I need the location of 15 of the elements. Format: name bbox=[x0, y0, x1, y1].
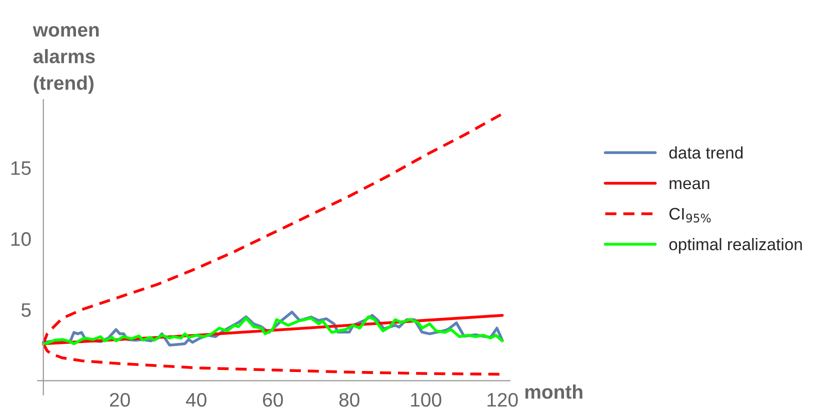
x-tick-label: 120 bbox=[488, 392, 518, 407]
y-tick-label: 10 bbox=[11, 232, 31, 246]
x-tick-label: 60 bbox=[263, 392, 283, 407]
x-tick-label: 100 bbox=[411, 392, 442, 407]
y-axis-title: women alarms (trend) bbox=[32, 26, 99, 94]
legend-label: optimal realization bbox=[669, 238, 802, 254]
legend-label: CI$_{95%}$ bbox=[669, 208, 711, 222]
y-tick-label: 15 bbox=[11, 161, 31, 175]
legend-label: mean bbox=[670, 180, 710, 190]
x-tick-label: 40 bbox=[186, 392, 206, 407]
x-tick-label: 80 bbox=[339, 392, 360, 407]
legend-label: data trend bbox=[669, 146, 743, 159]
x-axis-title: month bbox=[525, 384, 582, 399]
y-tick-label: 5 bbox=[22, 303, 31, 317]
x-tick-label: 20 bbox=[110, 392, 130, 407]
